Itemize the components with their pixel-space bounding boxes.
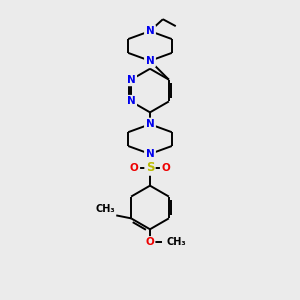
Text: N: N bbox=[127, 75, 136, 85]
Text: CH₃: CH₃ bbox=[167, 237, 187, 247]
Text: N: N bbox=[146, 56, 154, 66]
Text: N: N bbox=[127, 97, 136, 106]
Text: N: N bbox=[146, 26, 154, 36]
Text: O: O bbox=[146, 237, 154, 247]
Text: N: N bbox=[146, 149, 154, 159]
Text: O: O bbox=[161, 163, 170, 173]
Text: O: O bbox=[130, 163, 139, 173]
Text: N: N bbox=[146, 119, 154, 129]
Text: S: S bbox=[146, 161, 154, 174]
Text: CH₃: CH₃ bbox=[96, 204, 115, 214]
